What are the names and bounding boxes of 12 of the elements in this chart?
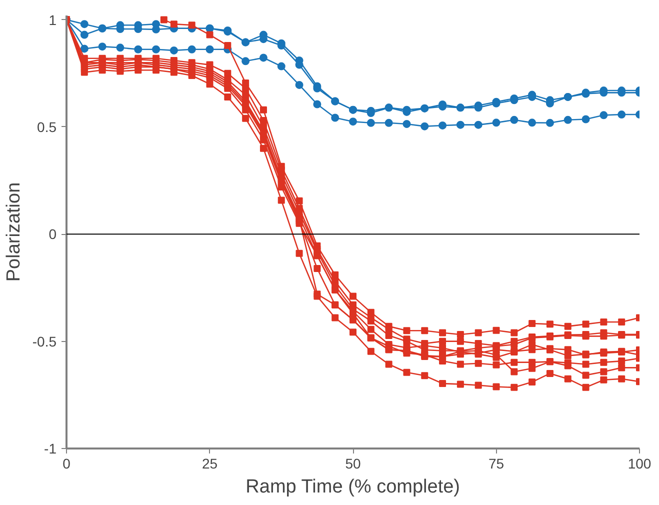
y-tick-label: 0 [48,226,57,242]
x-tick-label: 25 [202,456,218,472]
y-tick-label: -0.5 [32,333,57,350]
x-axis-title: Ramp Time (% complete) [246,476,460,498]
x-tick-label: 50 [345,456,361,472]
x-tick-label: 75 [488,456,504,472]
y-axis-title: Polarization [3,182,24,282]
x-tick-label: 0 [62,456,71,472]
y-tick-label: 1 [48,12,57,28]
y-tick-label: 0.5 [37,118,57,135]
x-tick-label: 100 [628,456,652,472]
y-tick-label: -1 [44,440,57,456]
